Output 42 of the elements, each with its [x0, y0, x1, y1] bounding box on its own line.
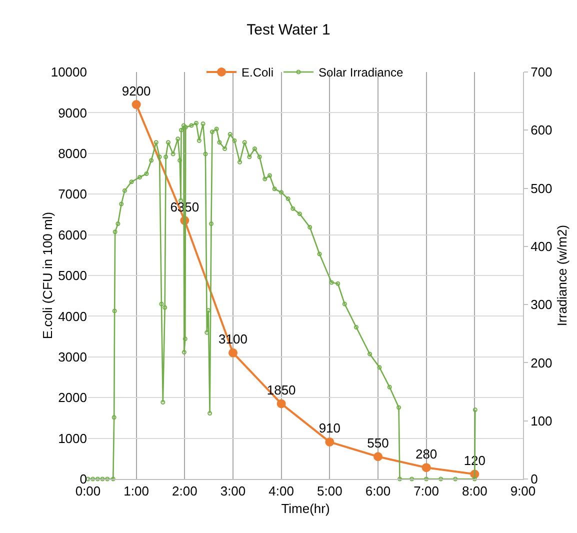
- point: [276, 399, 286, 408]
- y2-tick-label: 400: [530, 238, 552, 254]
- x-tick-label: 1:00: [124, 484, 149, 499]
- point: [374, 452, 382, 462]
- x-tick-label: 3:00: [220, 484, 246, 499]
- y-tick-label: 5000: [58, 268, 87, 284]
- x-tick-label: 6:00: [365, 484, 391, 499]
- x-tick-label: 7:00: [414, 484, 439, 499]
- data-label: 910: [318, 420, 341, 436]
- x-tick-label: 8:00: [462, 484, 488, 499]
- y-tick-label: 9000: [58, 105, 87, 120]
- data-label: 9200: [122, 83, 151, 98]
- data-label: 280: [415, 446, 438, 462]
- y-tick-label: 7000: [58, 186, 87, 202]
- y-axis-title: E.coli (CFU in 100 ml): [40, 212, 55, 340]
- y-tick-label: 4000: [58, 308, 87, 324]
- legend-label: E.Coli: [242, 66, 274, 80]
- y2-tick-label: 700: [530, 64, 552, 80]
- point: [132, 100, 141, 110]
- y-tick-label: 8000: [58, 146, 87, 161]
- chart-title: Test Water 1: [246, 21, 330, 38]
- point: [325, 437, 334, 446]
- point: [228, 348, 238, 358]
- y-tick-label: 2000: [58, 390, 87, 406]
- y-tick-label: 1000: [58, 430, 87, 446]
- x-tick-label: 5:00: [317, 484, 342, 499]
- y-tick-label: 3000: [58, 349, 87, 364]
- x-tick-label: 2:00: [172, 484, 198, 499]
- y2-tick-label: 100: [530, 413, 552, 428]
- y2-axis-title: Irradiance (w/m2): [554, 224, 570, 326]
- point: [422, 463, 431, 472]
- x-tick-label: 4:00: [268, 484, 294, 499]
- y-tick-label: 6000: [58, 227, 87, 242]
- data-label: 550: [367, 435, 389, 450]
- y2-tick-label: 500: [530, 180, 552, 196]
- legend-label: Solar Irradiance: [318, 66, 404, 80]
- y2-tick-label: 200: [530, 355, 552, 370]
- y2-tick-label: 600: [530, 122, 552, 138]
- x-axis-title: Time(hr): [281, 501, 330, 516]
- y2-tick-label: 300: [530, 297, 552, 312]
- y-tick-label: 10000: [50, 64, 87, 80]
- data-label: 1850: [266, 382, 296, 398]
